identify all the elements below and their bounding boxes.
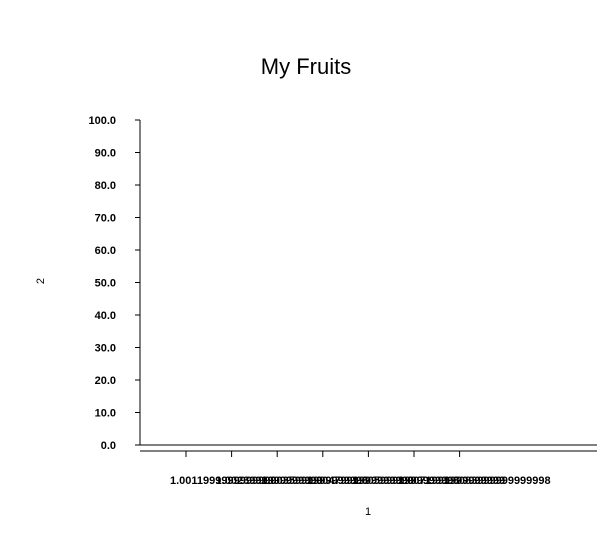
x-tick-label: 1.0047999999999999 bbox=[307, 475, 414, 487]
x-tick-label: 1.0059999999999998 bbox=[352, 475, 459, 487]
y-tick-label: 20.0 bbox=[95, 375, 116, 387]
x-tick-label: 1.0083999999999998 bbox=[444, 475, 551, 487]
y-tick-label: 10.0 bbox=[95, 408, 116, 420]
y-tick-label: 0.0 bbox=[101, 440, 116, 452]
y-tick-label: 100.0 bbox=[88, 115, 116, 127]
y-axis-title: 2 bbox=[35, 278, 47, 284]
x-axis-title: 1 bbox=[365, 506, 371, 518]
y-axis-ticks: 0.0 10.0 20.0 30.0 40.0 50.0 60.0 70.0 80.0 90.0 1… bbox=[88, 115, 140, 452]
x-tick-label: 1.0011999999999999 bbox=[170, 475, 276, 487]
chart-title: My Fruits bbox=[261, 54, 351, 79]
y-tick-label: 40.0 bbox=[95, 310, 116, 322]
x-tick-label: 1.0071999999999999 bbox=[398, 475, 505, 487]
x-tick-label: 1.0035999999999998 bbox=[261, 475, 368, 487]
y-tick-label: 50.0 bbox=[95, 278, 116, 290]
y-tick-label: 60.0 bbox=[95, 245, 116, 257]
y-tick-label: 80.0 bbox=[95, 180, 116, 192]
x-axis-ticks: 1.00119999999999991.00239999999999991.00… bbox=[170, 451, 551, 487]
x-tick-label: 1.0023999999999999 bbox=[216, 475, 323, 487]
y-tick-label: 70.0 bbox=[95, 213, 116, 225]
y-tick-label: 30.0 bbox=[95, 343, 116, 355]
y-tick-label: 90.0 bbox=[95, 148, 116, 160]
